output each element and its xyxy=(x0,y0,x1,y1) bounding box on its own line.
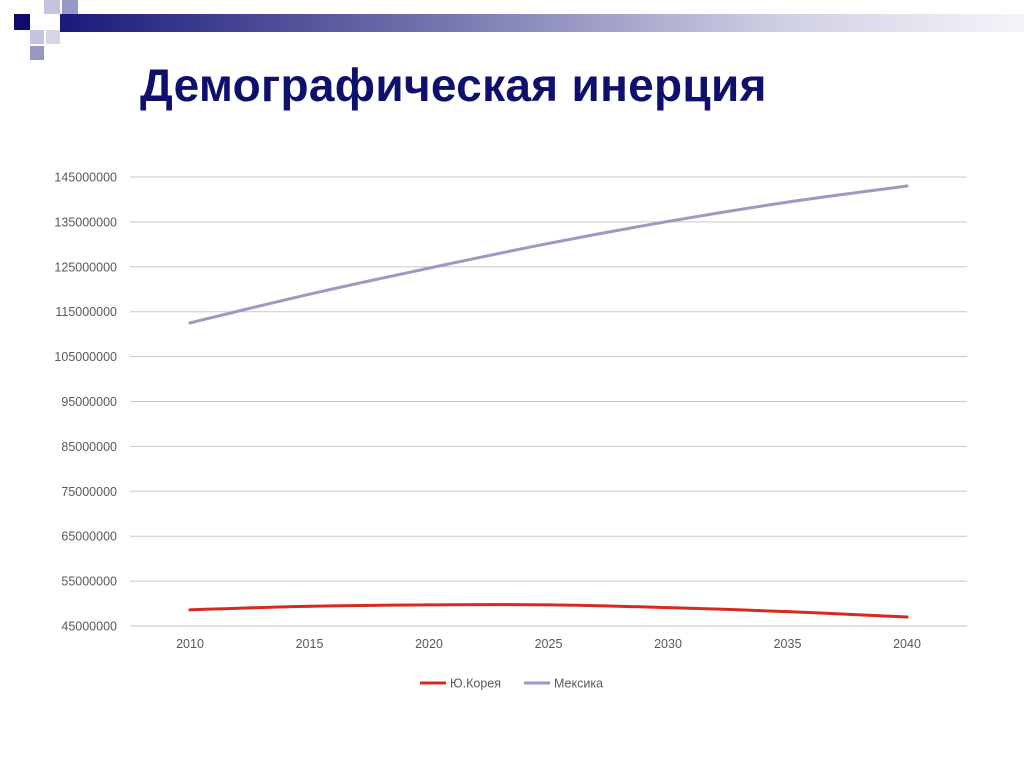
corner-squares-icon xyxy=(14,0,78,60)
data-point xyxy=(905,184,909,188)
data-point xyxy=(188,608,192,612)
x-tick-label: 2015 xyxy=(296,637,324,651)
x-tick-label: 2025 xyxy=(535,637,563,651)
corner-square-mid xyxy=(62,0,78,14)
data-point xyxy=(308,292,311,296)
data-point xyxy=(786,610,789,614)
data-point xyxy=(547,241,550,245)
x-axis-ticks: 2010 2015 2020 2025 2030 2035 2040 xyxy=(176,637,921,651)
y-tick-label: 145000000 xyxy=(54,171,117,185)
data-point xyxy=(308,604,311,608)
y-tick-label: 135000000 xyxy=(54,215,117,229)
series-lines xyxy=(188,184,909,619)
y-tick-label: 95000000 xyxy=(61,395,117,409)
y-axis-ticks: 45000000 55000000 65000000 75000000 85000000… xyxy=(54,171,117,634)
data-point xyxy=(427,266,431,270)
y-tick-label: 45000000 xyxy=(61,620,117,634)
data-point xyxy=(786,200,789,204)
data-point xyxy=(547,603,550,607)
legend-label: Мексика xyxy=(554,677,603,691)
header-gradient-bar xyxy=(60,14,1024,32)
corner-square-light xyxy=(46,30,60,44)
x-tick-label: 2020 xyxy=(415,637,443,651)
data-point xyxy=(666,606,670,610)
grid-lines xyxy=(130,176,967,627)
y-tick-label: 55000000 xyxy=(61,575,117,589)
legend-label: Ю.Корея xyxy=(450,677,501,691)
x-tick-label: 2010 xyxy=(176,637,204,651)
corner-square-light xyxy=(44,0,60,14)
x-tick-label: 2035 xyxy=(774,637,802,651)
data-point xyxy=(905,615,909,619)
y-tick-label: 105000000 xyxy=(54,350,117,364)
y-tick-label: 85000000 xyxy=(61,440,117,454)
y-tick-label: 75000000 xyxy=(61,485,117,499)
data-point xyxy=(427,603,431,607)
chart-legend: Ю.Корея Мексика xyxy=(420,677,603,691)
y-tick-label: 65000000 xyxy=(61,530,117,544)
x-tick-label: 2030 xyxy=(654,637,682,651)
data-point xyxy=(188,321,192,325)
y-tick-label: 115000000 xyxy=(55,305,117,319)
x-tick-label: 2040 xyxy=(893,637,921,651)
corner-square-light xyxy=(30,30,44,44)
y-tick-label: 125000000 xyxy=(54,260,117,274)
series-line-1 xyxy=(188,184,909,325)
corner-square-dark xyxy=(14,14,30,30)
corner-square-mid xyxy=(30,46,44,60)
data-point xyxy=(666,219,670,223)
slide-title: Демографическая инерция xyxy=(140,59,767,111)
series-line-0 xyxy=(188,603,909,619)
